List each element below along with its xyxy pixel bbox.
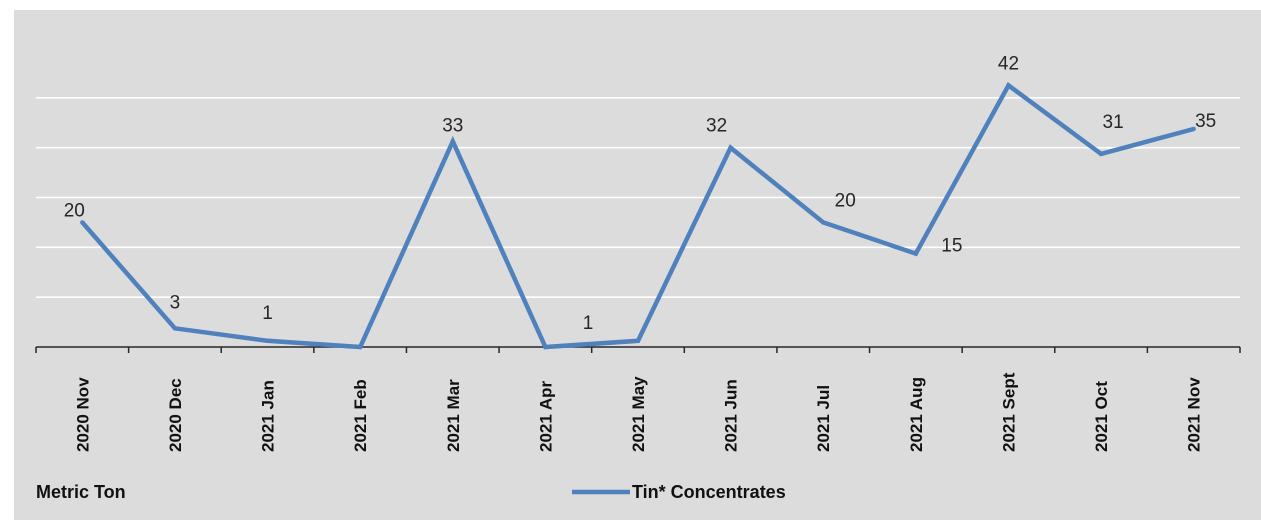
data-point-8 bbox=[821, 220, 826, 225]
x-axis-ticks bbox=[35, 347, 1241, 353]
data-point-1 bbox=[172, 326, 178, 331]
chart-background bbox=[14, 10, 1261, 520]
x-tick-label-3: 2021 Feb bbox=[351, 379, 370, 452]
gridlines bbox=[36, 97, 1240, 298]
data-label-8: 20 bbox=[835, 190, 856, 211]
x-tick-label-9: 2021 Aug bbox=[907, 377, 926, 452]
data-label-9: 15 bbox=[941, 236, 962, 257]
x-tick-label-12: 2021 Nov bbox=[1185, 377, 1204, 452]
data-point-11 bbox=[1098, 151, 1104, 157]
data-point-7 bbox=[728, 145, 733, 150]
x-tick-label-6: 2021 May bbox=[629, 376, 648, 452]
legend-entry: Tin* Concentrates bbox=[632, 482, 786, 502]
x-tick-label-4: 2021 Mar bbox=[444, 379, 463, 452]
data-label-12: 35 bbox=[1195, 111, 1216, 132]
data-point-4 bbox=[450, 139, 455, 144]
data-point-5 bbox=[543, 344, 548, 350]
data-label-2: 1 bbox=[262, 303, 273, 324]
data-points bbox=[80, 83, 1196, 350]
data-label-10: 42 bbox=[998, 53, 1019, 74]
legend: Tin* Concentrates bbox=[572, 482, 786, 502]
data-point-12 bbox=[1191, 126, 1196, 132]
x-tick-labels: 2020 Nov 2020 Dec 2021 Jan 2021 Feb 2021 Mar… bbox=[73, 372, 1203, 452]
data-label-7: 32 bbox=[706, 116, 727, 137]
x-tick-label-11: 2021 Oct bbox=[1092, 381, 1111, 452]
data-label-6: 1 bbox=[583, 313, 594, 334]
x-tick-label-2: 2021 Jan bbox=[259, 380, 278, 452]
data-point-3 bbox=[357, 344, 363, 350]
data-label-11: 31 bbox=[1103, 112, 1124, 133]
data-point-2 bbox=[265, 338, 270, 343]
data-point-10 bbox=[1006, 83, 1011, 88]
x-tick-label-0: 2020 Nov bbox=[73, 377, 92, 452]
x-tick-label-5: 2021 Apr bbox=[536, 380, 555, 452]
x-tick-label-10: 2021 Sept bbox=[999, 372, 1018, 452]
data-label-4: 33 bbox=[442, 115, 463, 136]
x-tick-label-8: 2021 Jul bbox=[814, 385, 833, 452]
x-tick-label-7: 2021 Jun bbox=[722, 379, 741, 452]
data-label-1: 3 bbox=[170, 292, 181, 313]
x-tick-label-1: 2020 Dec bbox=[166, 378, 185, 452]
data-point-6 bbox=[635, 338, 641, 343]
unit-label: Metric Ton bbox=[36, 482, 126, 502]
data-point-0 bbox=[80, 220, 85, 225]
data-point-9 bbox=[913, 251, 919, 256]
data-label-0: 20 bbox=[64, 200, 85, 221]
